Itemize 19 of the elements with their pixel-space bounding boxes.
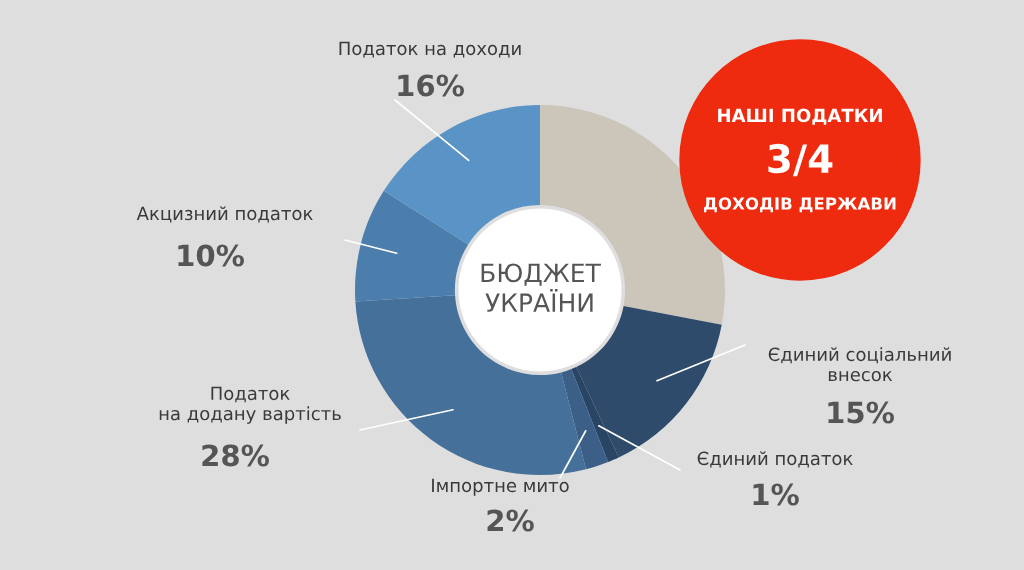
text: БЮДЖЕТ УКРАЇНИ (481, 263, 601, 312)
data-label: 15% (828, 401, 894, 424)
text: 3/4 (768, 143, 833, 177)
data-label: 1% (753, 483, 799, 506)
slice-label: Податок на додану вартість (159, 386, 341, 424)
text: ДОХОДІВ ДЕРЖАВИ (704, 197, 896, 213)
data-label: 16% (398, 74, 464, 97)
donut-slice (383, 105, 540, 245)
slice-label: Імпортне мито (432, 478, 569, 496)
text: НАШІ ПОДАТКИ (718, 108, 882, 125)
data-label: 2% (487, 509, 534, 532)
donut-slice (355, 190, 469, 302)
data-label: 10% (178, 244, 244, 267)
slice-label: Акцизний податок (136, 206, 313, 223)
slice-label: Податок на доходи (339, 41, 521, 58)
data-label: 28% (202, 444, 269, 467)
slice-label: Єдиний податок (697, 451, 853, 468)
donut-slice (561, 369, 609, 470)
slice-label: Єдиний соціальний внесок (768, 347, 951, 382)
